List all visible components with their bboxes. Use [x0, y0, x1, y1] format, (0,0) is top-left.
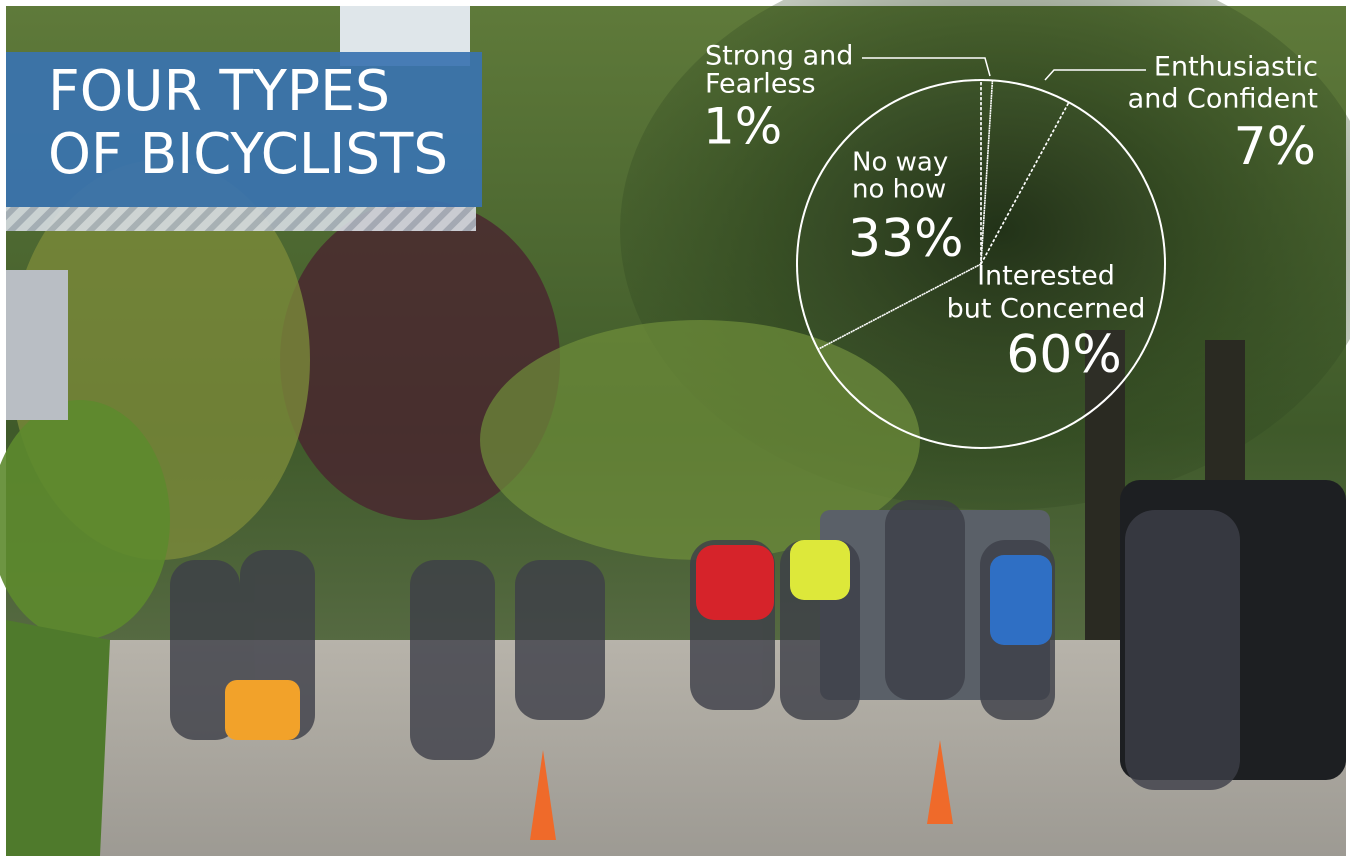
slice-label: but Concerned [947, 294, 1146, 325]
leader-line [1044, 69, 1146, 81]
slice-label: and Confident [1128, 84, 1318, 115]
title-line: FOUR TYPES [48, 59, 390, 124]
slice-label: Enthusiastic [1154, 52, 1318, 83]
slice-label: No way [852, 148, 948, 178]
slice-label: Strong and [705, 41, 853, 72]
slice-value-label: 7% [1234, 117, 1317, 177]
pie-slice [816, 101, 1166, 449]
pie-slice [980, 79, 994, 265]
slice-value-label: 33% [848, 209, 964, 269]
slice-label: no how [852, 175, 946, 205]
slice-value-label: 1% [703, 98, 782, 156]
title-banner: FOUR TYPES OF BICYCLISTS [6, 52, 482, 231]
slice-label: Fearless [705, 69, 816, 100]
slice-value-label: 60% [1006, 325, 1122, 385]
leader-line [862, 57, 991, 77]
slice-label: Interested [977, 261, 1115, 292]
title-line: OF BICYCLISTS [48, 122, 448, 187]
